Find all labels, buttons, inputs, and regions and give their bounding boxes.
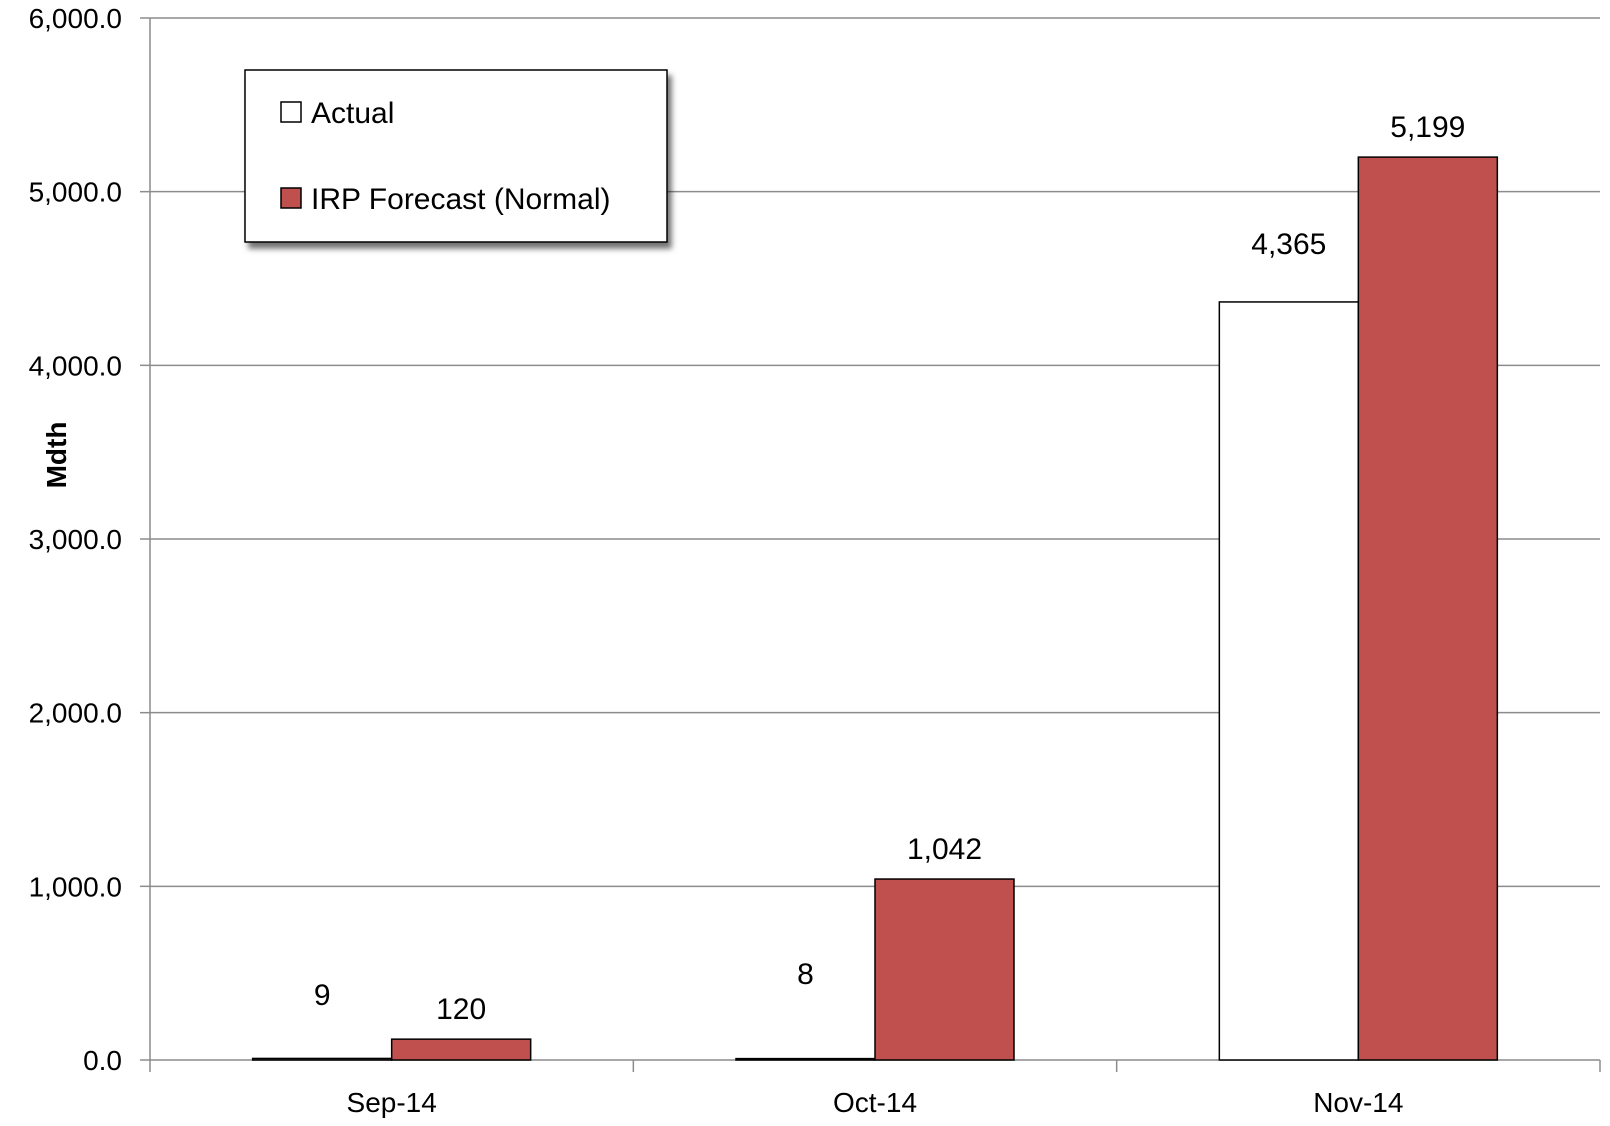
bar-actual	[1218, 301, 1360, 1061]
y-tick-label: 4,000.0	[29, 350, 122, 381]
data-labels: 9 120 8 1,042 4,365 5,199	[314, 111, 1466, 1026]
bar-forecast	[874, 878, 1015, 1061]
y-tick-label: 6,000.0	[29, 3, 122, 34]
legend-entry: Actual	[311, 97, 394, 130]
y-tick-label: 0.0	[83, 1045, 122, 1076]
data-label: 5,199	[1390, 111, 1465, 144]
bar-forecast	[1357, 156, 1499, 1061]
y-axis-label: Mdth	[41, 422, 72, 489]
bar-actual	[251, 1057, 393, 1061]
legend-box	[244, 69, 668, 243]
axes: 0.0 1,000.0 2,000.0 3,000.0 4,000.0 5,000.0 6,…	[29, 3, 1601, 1118]
y-tick-label: 2,000.0	[29, 698, 122, 729]
legend-swatch	[280, 101, 302, 123]
data-label: 9	[314, 979, 331, 1012]
bar-forecast	[390, 1038, 532, 1061]
y-tick-label: 1,000.0	[29, 871, 122, 902]
data-label: 120	[436, 993, 486, 1026]
legend: Actual IRP Forecast (Normal)	[244, 69, 668, 243]
data-label: 4,365	[1251, 228, 1326, 261]
x-tick-label: Nov-14	[1313, 1087, 1403, 1118]
y-tick-label: 3,000.0	[29, 524, 122, 555]
data-label: 8	[797, 958, 814, 991]
x-tick-label: Oct-14	[833, 1087, 917, 1118]
legend-swatch	[280, 187, 302, 209]
legend-entry: IRP Forecast (Normal)	[311, 183, 611, 216]
bar-actual	[735, 1057, 876, 1061]
bars	[251, 156, 1499, 1061]
y-tick-label: 5,000.0	[29, 177, 122, 208]
x-tick-label: Sep-14	[347, 1087, 437, 1118]
data-label: 1,042	[907, 833, 982, 866]
